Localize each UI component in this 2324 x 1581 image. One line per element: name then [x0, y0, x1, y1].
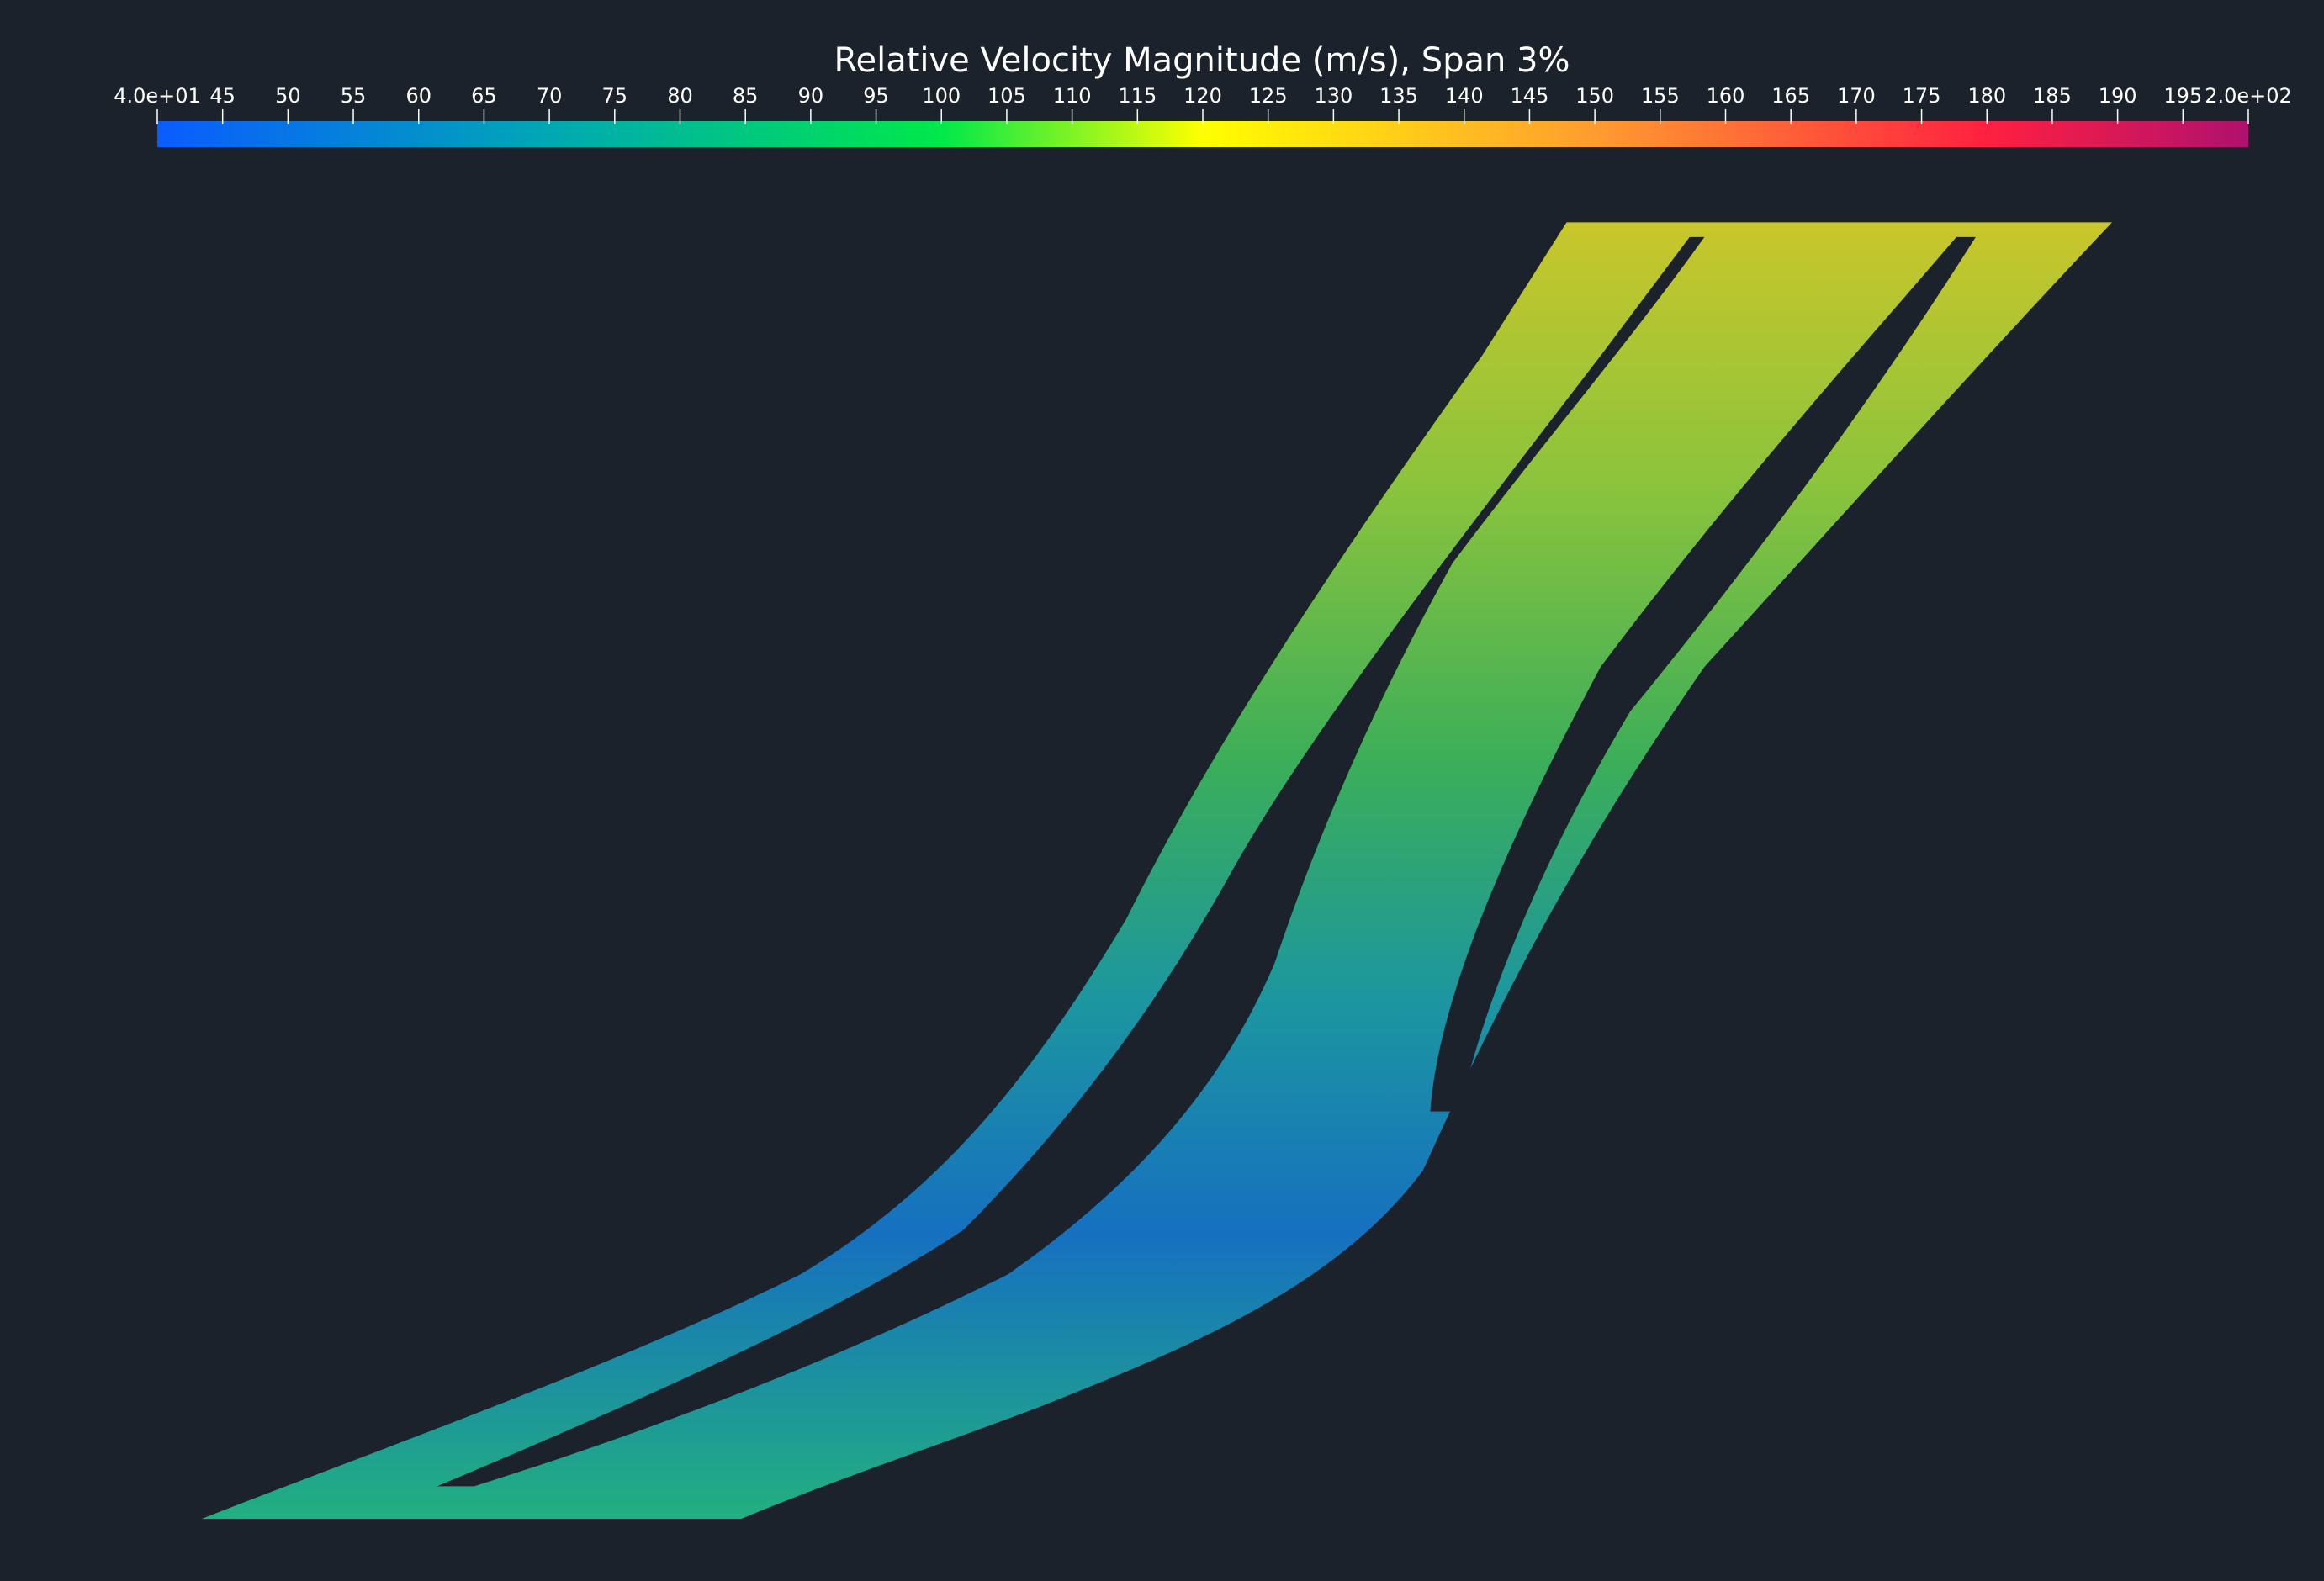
tick-label: 140: [1445, 84, 1484, 108]
tick-label: 135: [1379, 84, 1418, 108]
tick-label: 115: [1118, 84, 1157, 108]
tick-label: 75: [602, 84, 628, 108]
tick-label: 180: [1967, 84, 2006, 108]
tick-label: 185: [2033, 84, 2072, 108]
tick-label: 170: [1837, 84, 1876, 108]
tick-label: 85: [733, 84, 759, 108]
tick-label: 110: [1053, 84, 1092, 108]
tick-label: 65: [471, 84, 497, 108]
tick-label: 120: [1183, 84, 1222, 108]
chart-title: Relative Velocity Magnitude (m/s), Span …: [834, 41, 1570, 80]
colorbar: [157, 121, 2248, 147]
tick-label: 4.0e+01: [114, 84, 201, 108]
tick-label: 100: [922, 84, 961, 108]
flow-domain: [201, 222, 2112, 1520]
tick-label: 50: [275, 84, 301, 108]
tick-label: 165: [1771, 84, 1810, 108]
tick-label: 130: [1314, 84, 1353, 108]
tick-label: 155: [1641, 84, 1680, 108]
tick-label: 125: [1249, 84, 1288, 108]
tick-label: 175: [1903, 84, 1941, 108]
tick-label: 160: [1707, 84, 1745, 108]
tick-label: 145: [1511, 84, 1549, 108]
tick-label: 55: [341, 84, 367, 108]
tick-label: 105: [987, 84, 1026, 108]
tick-label: 95: [863, 84, 889, 108]
flow-field: [201, 222, 2112, 1520]
tick-label: 90: [798, 84, 824, 108]
tick-label: 190: [2099, 84, 2137, 108]
tick-label: 70: [537, 84, 563, 108]
tick-label: 60: [405, 84, 431, 108]
tick-label: 2.0e+02: [2205, 84, 2292, 108]
tick-label: 195: [2163, 84, 2202, 108]
tick-label: 45: [209, 84, 236, 108]
tick-label: 80: [667, 84, 693, 108]
tick-label: 150: [1575, 84, 1614, 108]
